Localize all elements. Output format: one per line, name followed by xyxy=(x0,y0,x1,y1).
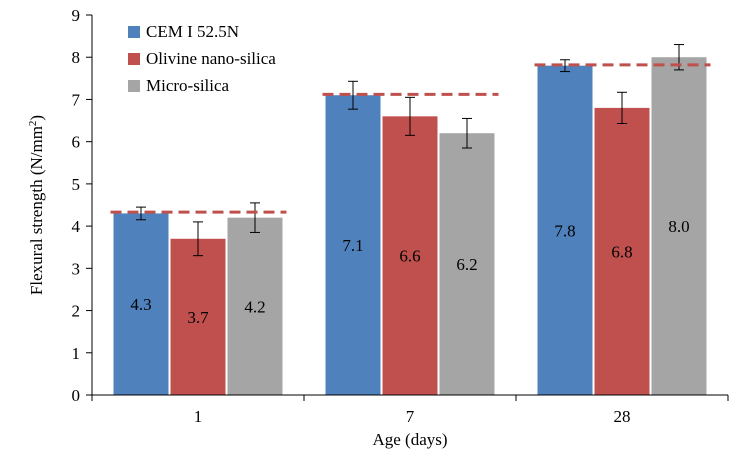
y-tick-label: 4 xyxy=(72,217,81,236)
legend-swatch xyxy=(128,80,140,92)
bar xyxy=(594,107,650,395)
data-label: 7.8 xyxy=(554,221,575,240)
data-label: 3.7 xyxy=(187,308,209,327)
y-tick-label: 5 xyxy=(72,175,81,194)
bar xyxy=(439,133,495,395)
bar xyxy=(382,116,438,395)
x-tick-label: 7 xyxy=(406,407,415,426)
bar xyxy=(227,217,283,395)
y-tick-label: 0 xyxy=(72,386,81,405)
y-tick-label: 9 xyxy=(72,6,81,25)
y-axis-title-end: ) xyxy=(27,115,46,121)
bar xyxy=(113,213,169,395)
bar xyxy=(170,238,226,395)
data-label: 6.8 xyxy=(611,242,632,261)
bar xyxy=(651,57,707,395)
y-tick-label: 6 xyxy=(72,133,81,152)
y-tick-label: 7 xyxy=(72,90,81,109)
y-axis-title-superscript: 2 xyxy=(27,121,39,127)
x-tick-label: 1 xyxy=(194,407,203,426)
y-tick-label: 8 xyxy=(72,48,81,67)
y-tick-label: 3 xyxy=(72,259,81,278)
data-label: 8.0 xyxy=(668,217,689,236)
data-label: 6.6 xyxy=(399,247,420,266)
y-tick-label: 2 xyxy=(72,302,81,321)
y-tick-label: 1 xyxy=(72,344,81,363)
legend-entry: CEM I 52.5N xyxy=(146,22,239,41)
bar xyxy=(537,65,593,396)
y-axis-title: Flexural strength (N/mm2) xyxy=(27,115,46,295)
data-label: 7.1 xyxy=(342,236,363,255)
x-tick-label: 28 xyxy=(614,407,631,426)
bar xyxy=(325,95,381,395)
data-label: 4.3 xyxy=(130,295,151,314)
data-label: 6.2 xyxy=(456,255,477,274)
y-axis-title-main: Flexural strength (N/mm xyxy=(27,126,46,295)
legend-entry: Olivine nano-silica xyxy=(146,49,276,68)
legend-swatch xyxy=(128,26,140,38)
data-label: 4.2 xyxy=(244,297,265,316)
legend-entry: Micro-silica xyxy=(146,76,230,95)
x-axis-title: Age (days) xyxy=(372,430,447,449)
legend-swatch xyxy=(128,53,140,65)
